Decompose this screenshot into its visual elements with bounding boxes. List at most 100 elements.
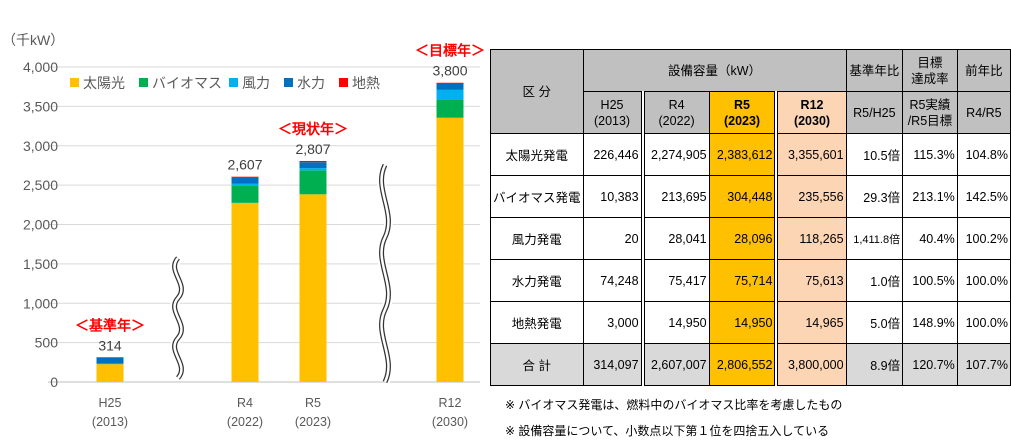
cell: 20 (582, 217, 645, 260)
header-capacity: 設備容量（kW） (582, 49, 847, 92)
bar-水力-3 (436, 83, 464, 90)
y-tick-label: 2,500 (23, 177, 58, 193)
x-tick-label: (2022) (227, 415, 263, 429)
cell: 314,097 (582, 343, 645, 386)
bar-太陽光-0 (96, 364, 124, 382)
x-tick-label: R5 (305, 396, 321, 410)
cell: 213,695 (642, 175, 710, 218)
y-tick-label: 4,000 (23, 59, 58, 75)
cell: 2,383,612 (708, 133, 779, 176)
subheader-1: R4 (2022) (642, 91, 710, 134)
x-tick-label: (2013) (92, 415, 128, 429)
note-rounding: ※ 設備容量について、小数点以下第１位を四捨五入している (505, 424, 830, 438)
period-annotation: ＜基準年＞ (75, 317, 145, 333)
legend-label: バイオマス (152, 75, 222, 91)
y-tick-label: 3,000 (23, 138, 58, 154)
cell: 107.7% (956, 343, 1011, 386)
cell: 75,714 (708, 259, 779, 302)
table-row: 太陽光発電 226,446 2,274,905 2,383,612 3,355,601 1… (490, 133, 1011, 176)
bar-バイオマス-0 (96, 363, 124, 365)
cell: 3,355,601 (775, 133, 847, 176)
subheader-6: R4/R5 (956, 91, 1011, 134)
cell: 118,265 (775, 217, 847, 260)
bar-地熱-2 (299, 160, 327, 163)
capacity-table: 区 分 設備容量（kW） 基準年比 目標 達成率 前年比 H25 (2013) R… (490, 49, 1011, 386)
legend-label: 太陽光 (83, 75, 125, 91)
cell: 10,383 (582, 175, 645, 218)
cell: 100.0% (956, 259, 1011, 302)
subheader-0: H25 (2013) (582, 91, 645, 134)
cell: 100.2% (956, 217, 1011, 260)
legend-label: 地熱 (352, 75, 380, 91)
header-kubun: 区 分 (490, 49, 584, 134)
cell: 226,446 (582, 133, 645, 176)
legend-swatch (339, 78, 348, 87)
cell: 1,411.8倍 (845, 217, 904, 260)
period-annotation: ＜目標年＞ (415, 43, 485, 59)
cell: 75,613 (775, 259, 847, 302)
subheader-3: R12 (2030) (775, 91, 847, 134)
cell: 2,607,007 (642, 343, 710, 386)
row-label: 風力発電 (490, 217, 584, 260)
total-label: 3,800 (432, 63, 467, 79)
total-label: 2,807 (295, 141, 330, 157)
cell: 213.1% (902, 175, 958, 218)
y-tick-label: 1,500 (23, 256, 58, 272)
bar-風力-2 (299, 168, 327, 171)
total-row: 合 計 314,097 2,607,007 2,806,552 3,800,000 8.9… (490, 343, 1011, 386)
x-tick-label: H25 (99, 396, 122, 410)
period-annotation: ＜現状年＞ (278, 121, 348, 137)
cell: 40.4% (902, 217, 958, 260)
total-label: 2,607 (227, 157, 262, 173)
cell: 100.0% (956, 301, 1011, 344)
bar-太陽光-3 (436, 117, 464, 383)
cell: 75,417 (642, 259, 710, 302)
cell: 3,800,000 (775, 343, 847, 386)
legend-swatch (139, 78, 148, 87)
cell: 3,000 (582, 301, 645, 344)
bar-バイオマス-2 (299, 170, 327, 195)
table-row: バイオマス発電 10,383 213,695 304,448 235,556 29.3倍 2… (490, 175, 1011, 218)
legend-label: 風力 (242, 75, 270, 91)
axis-break-icon-inner (173, 257, 183, 379)
legend-swatch (70, 78, 79, 87)
cell: 120.7% (902, 343, 958, 386)
unit-label: （千kW） (2, 32, 64, 48)
bar-太陽光-2 (299, 194, 327, 382)
cell: 8.9倍 (845, 343, 904, 386)
header-base-ratio: 基準年比 (845, 49, 904, 92)
bar-風力-1 (231, 183, 259, 187)
header-prev-ratio: 前年比 (956, 49, 1011, 92)
y-tick-label: 2,000 (23, 217, 58, 233)
cell: 28,096 (708, 217, 779, 260)
y-tick-label: 1,000 (23, 295, 58, 311)
row-label: バイオマス発電 (490, 175, 584, 218)
cell: 235,556 (775, 175, 847, 218)
cell: 148.9% (902, 301, 958, 344)
total-label: 314 (98, 337, 122, 353)
table-row: 風力発電 20 28,041 28,096 118,265 1,411.8倍 40.4% 10… (490, 217, 1011, 260)
bar-水力-1 (231, 177, 259, 184)
cell: 104.8% (956, 133, 1011, 176)
axis-break-icon-inner (380, 164, 390, 383)
table-row: 地熱発電 3,000 14,950 14,950 14,965 5.0倍 148.9% 100… (490, 301, 1011, 344)
header-goal-rate: 目標 達成率 (902, 49, 958, 92)
cell: 1.0倍 (845, 259, 904, 302)
cell: 100.5% (902, 259, 958, 302)
stacked-bar-chart: （千kW） 0 500 1,000 1,500 2,000 2,500 3,000 3,500 4… (2, 32, 485, 429)
cell: 5.0倍 (845, 301, 904, 344)
x-tick-label: (2030) (432, 415, 468, 429)
bar-風力-3 (436, 89, 464, 100)
row-label: 水力発電 (490, 259, 584, 302)
cell: 74,248 (582, 259, 645, 302)
bar-水力-0 (96, 357, 124, 364)
legend-swatch (229, 78, 238, 87)
bar-水力-2 (299, 162, 327, 169)
subheader-4: R5/H25 (845, 91, 904, 134)
bar-バイオマス-1 (231, 186, 259, 203)
x-tick-label: R4 (237, 396, 253, 410)
cell: 14,950 (708, 301, 779, 344)
cell: 142.5% (956, 175, 1011, 218)
row-label: 地熱発電 (490, 301, 584, 344)
